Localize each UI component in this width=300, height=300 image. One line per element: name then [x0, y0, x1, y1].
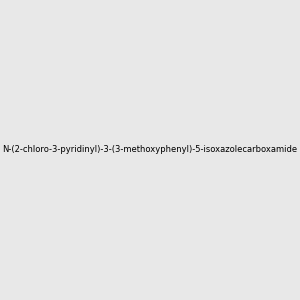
- Text: N-(2-chloro-3-pyridinyl)-3-(3-methoxyphenyl)-5-isoxazolecarboxamide: N-(2-chloro-3-pyridinyl)-3-(3-methoxyphe…: [2, 146, 298, 154]
